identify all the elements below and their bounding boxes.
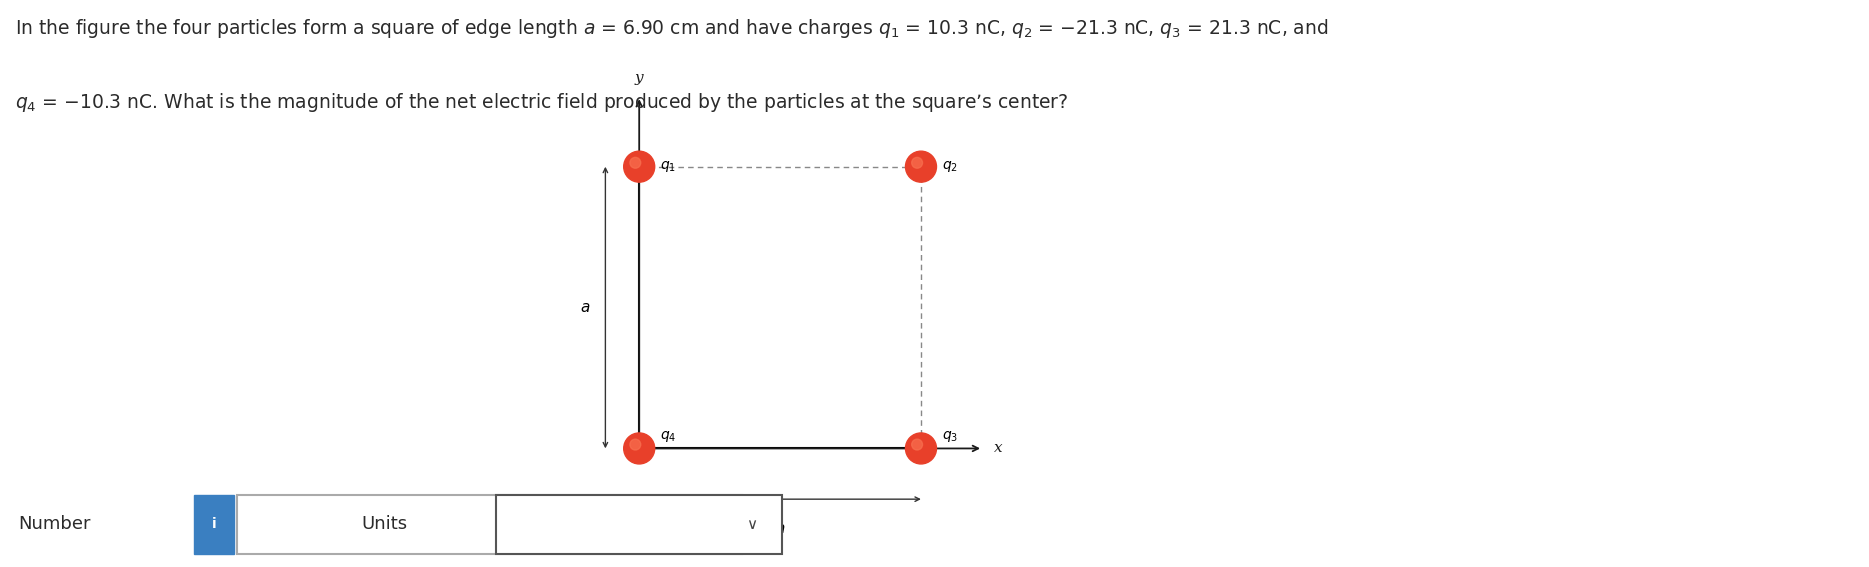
- Text: i: i: [211, 518, 217, 531]
- Circle shape: [624, 151, 654, 182]
- Text: $q_3$: $q_3$: [942, 429, 959, 444]
- FancyBboxPatch shape: [194, 495, 234, 554]
- Circle shape: [624, 433, 654, 464]
- Text: $q_2$: $q_2$: [942, 159, 959, 174]
- Circle shape: [630, 158, 641, 168]
- Text: Units: Units: [363, 515, 407, 534]
- FancyBboxPatch shape: [497, 495, 783, 554]
- Text: $q_4$: $q_4$: [660, 429, 677, 444]
- Text: $a$: $a$: [776, 522, 785, 536]
- Circle shape: [905, 151, 936, 182]
- Text: $q_4$ = −10.3 nC. What is the magnitude of the net electric field produced by th: $q_4$ = −10.3 nC. What is the magnitude …: [15, 91, 1069, 114]
- Text: In the figure the four particles form a square of edge length $a$ = 6.90 cm and : In the figure the four particles form a …: [15, 17, 1329, 40]
- Text: y: y: [635, 71, 643, 85]
- Text: x: x: [994, 442, 1004, 455]
- Text: $q_1$: $q_1$: [660, 159, 677, 174]
- Circle shape: [912, 439, 923, 450]
- Circle shape: [912, 158, 923, 168]
- Text: $a$: $a$: [581, 301, 591, 315]
- Text: Number: Number: [19, 515, 92, 534]
- Circle shape: [630, 439, 641, 450]
- Circle shape: [905, 433, 936, 464]
- Text: ∨: ∨: [746, 517, 757, 532]
- FancyBboxPatch shape: [237, 495, 742, 554]
